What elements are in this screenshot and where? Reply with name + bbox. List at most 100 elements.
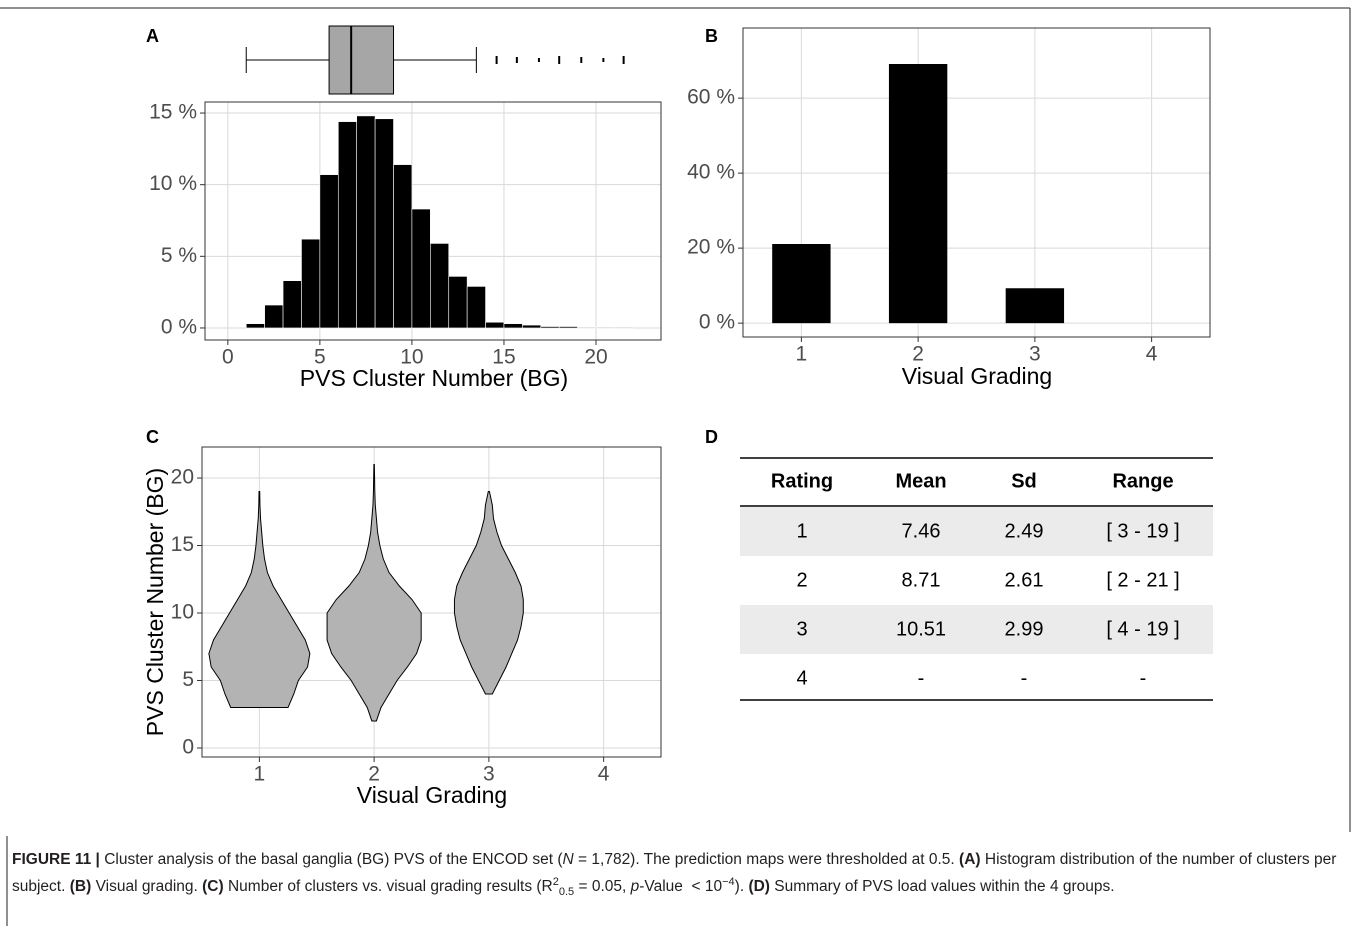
caption-run: (A) <box>959 851 981 868</box>
table-cell: [ 4 - 19 ] <box>1106 618 1179 640</box>
x-tick-label: 1 <box>254 763 266 786</box>
bar <box>888 64 948 324</box>
caption-run: (B) <box>69 878 92 895</box>
panel-label: C <box>146 427 159 447</box>
histogram-bar <box>540 326 560 329</box>
histogram-bar <box>319 174 339 329</box>
y-tick-label: 40 % <box>687 161 735 184</box>
row-shade <box>740 507 1213 556</box>
panel-border <box>204 101 662 341</box>
x-tick-label: 0 <box>222 346 234 369</box>
table-cell: 2.61 <box>1005 569 1044 591</box>
x-tick-label: 4 <box>1146 343 1158 366</box>
violin <box>326 464 422 722</box>
caption-run: FIGURE 11 | <box>12 851 100 868</box>
outlier <box>515 57 518 63</box>
histogram-bar <box>337 121 357 329</box>
caption-run: N <box>562 851 574 868</box>
caption-run: (C) <box>202 878 224 895</box>
caption-run: ). <box>734 878 749 895</box>
row-shade <box>740 605 1213 654</box>
caption-run: Cluster analysis of the basal ganglia (B… <box>99 851 563 868</box>
table-cell: [ 2 - 21 ] <box>1106 569 1179 591</box>
y-tick-label: 0 % <box>699 311 735 334</box>
histogram-bar <box>485 321 505 329</box>
caption-run: p <box>630 878 640 895</box>
histogram-bar <box>356 115 376 329</box>
bar <box>772 244 831 324</box>
panel-border <box>742 27 1211 338</box>
table-header: Sd <box>1011 470 1037 492</box>
x-tick-label: 2 <box>368 763 380 786</box>
x-tick-label: 5 <box>314 346 326 369</box>
y-tick-label: 0 % <box>161 316 197 339</box>
histogram-bar <box>411 208 431 329</box>
outlier <box>537 58 540 62</box>
histogram-bar <box>430 243 450 329</box>
x-tick-label: 4 <box>598 763 610 786</box>
caption-run: Visual grading. <box>91 878 203 895</box>
x-axis-label: Visual Grading <box>902 363 1052 389</box>
y-tick-label: 5 <box>182 668 194 691</box>
outlier <box>622 56 625 64</box>
x-tick-label: 15 <box>492 346 515 369</box>
x-tick-label: 20 <box>584 346 607 369</box>
histogram-bar <box>245 323 265 329</box>
y-tick-label: 15 % <box>149 101 197 124</box>
histogram-bar <box>282 280 302 329</box>
table-header: Mean <box>895 470 946 492</box>
histogram-bar <box>614 326 634 329</box>
caption-run: Histogram distribution of the number of … <box>12 851 1341 895</box>
outlier <box>580 57 583 63</box>
x-tick-label: 3 <box>483 763 495 786</box>
table-cell: - <box>918 667 925 689</box>
table-cell: 4 <box>796 667 807 689</box>
outlier <box>558 56 561 64</box>
table-cell: 3 <box>796 618 807 640</box>
violin <box>453 491 524 695</box>
table-cell: 7.46 <box>902 520 941 542</box>
histogram-bar <box>448 276 468 329</box>
y-tick-label: 10 <box>171 601 194 624</box>
caption-run: Summary of PVS load values within the 4 … <box>769 878 1115 895</box>
bar <box>1005 288 1065 324</box>
table-cell: [ 3 - 19 ] <box>1106 520 1179 542</box>
table-header: Rating <box>771 470 833 492</box>
caption-run: (D) <box>748 878 770 895</box>
table-cell: 10.51 <box>896 618 946 640</box>
caption: FIGURE 11 | Cluster analysis of the basa… <box>12 846 1342 900</box>
caption-run: Number of clusters vs. visual grading re… <box>223 878 553 895</box>
y-axis-label: PVS Cluster Number (BG) <box>142 468 168 736</box>
table-cell: - <box>1021 667 1028 689</box>
table-cell: 2.99 <box>1005 618 1044 640</box>
histogram-bar <box>393 164 413 329</box>
box <box>328 25 395 95</box>
table-cell: 2 <box>796 569 807 591</box>
caption-run: 0.5 <box>558 886 575 899</box>
table-cell: - <box>1140 667 1147 689</box>
table-header: Range <box>1112 470 1173 492</box>
histogram-bar <box>264 304 284 329</box>
caption-run: -Value < 10 <box>639 878 723 895</box>
table-cell: 2.49 <box>1005 520 1044 542</box>
x-tick-label: 10 <box>400 346 423 369</box>
histogram-bar <box>503 323 523 329</box>
x-axis-label: Visual Grading <box>357 782 507 808</box>
table-cell: 1 <box>796 520 807 542</box>
panel-border <box>201 446 662 758</box>
y-tick-label: 20 <box>171 466 194 489</box>
y-tick-label: 15 <box>171 533 194 556</box>
caption-run: −4 <box>722 875 735 888</box>
caption-run: = 0.05, <box>574 878 631 895</box>
violin <box>208 491 311 708</box>
histogram-bar <box>595 326 615 329</box>
outlier <box>495 56 498 64</box>
y-tick-label: 0 <box>182 736 194 759</box>
caption-run: = 1,782). The prediction maps were thres… <box>573 851 960 868</box>
table-cell: 8.71 <box>902 569 941 591</box>
x-tick-label: 3 <box>1029 343 1041 366</box>
y-tick-label: 60 % <box>687 86 735 109</box>
histogram-bar <box>466 286 486 329</box>
